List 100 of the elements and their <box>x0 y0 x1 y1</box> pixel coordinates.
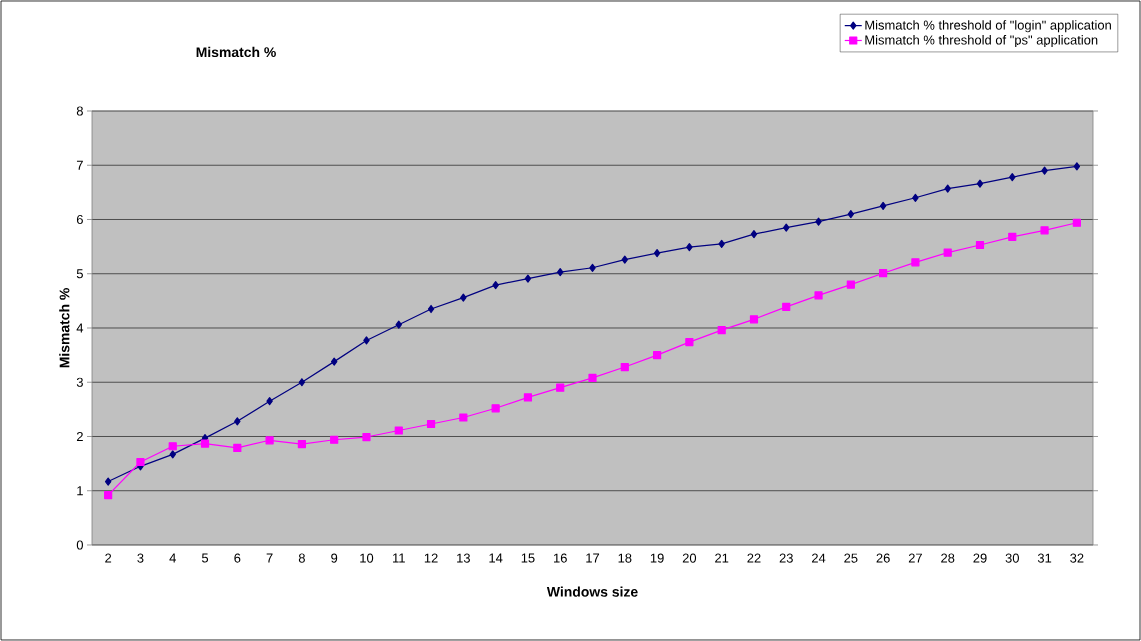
x-tick-label: 23 <box>779 553 793 563</box>
point <box>1008 232 1017 241</box>
legend-label: Mismatch % threshold of "login" application <box>865 20 1111 33</box>
point <box>911 258 920 267</box>
point <box>1072 218 1081 227</box>
chart-title: Mismatch % <box>196 46 276 58</box>
x-axis-title: Windows size <box>546 586 638 597</box>
x-tick-label: 16 <box>554 553 567 563</box>
point <box>912 193 919 202</box>
point <box>749 315 759 324</box>
point <box>652 351 662 360</box>
x-tick-label: 31 <box>1037 553 1052 563</box>
point <box>492 281 499 290</box>
x-tick-label: 24 <box>811 553 826 563</box>
point <box>233 443 242 452</box>
point <box>621 255 629 264</box>
point <box>523 393 533 402</box>
point <box>234 417 241 426</box>
point <box>879 201 887 211</box>
x-tick-label: 27 <box>908 553 922 563</box>
point <box>782 302 791 311</box>
x-tick-label: 4 <box>169 553 176 563</box>
x-tick-label: 29 <box>973 553 987 563</box>
x-tick-label: 9 <box>331 553 338 563</box>
x-tick-label: 12 <box>424 553 438 563</box>
point <box>1040 226 1049 235</box>
point <box>717 326 726 335</box>
point <box>653 249 661 258</box>
x-tick-label: 15 <box>521 553 535 563</box>
point <box>846 280 855 289</box>
point <box>427 304 435 314</box>
point <box>200 439 210 448</box>
point <box>104 477 112 486</box>
point <box>266 397 273 406</box>
point <box>783 223 790 232</box>
x-tick-label: 8 <box>298 553 305 563</box>
x-tick-label: 3 <box>137 553 144 563</box>
point <box>491 404 500 413</box>
point <box>686 243 693 252</box>
point <box>363 336 370 345</box>
x-tick-label: 11 <box>393 553 405 563</box>
point <box>362 432 371 442</box>
point <box>556 383 565 392</box>
point <box>620 362 629 372</box>
point <box>297 439 306 449</box>
point <box>1041 166 1048 175</box>
point <box>589 263 596 272</box>
x-tick-label: 19 <box>650 553 664 563</box>
point <box>524 274 532 283</box>
point <box>265 436 274 445</box>
x-tick-label: 14 <box>489 553 503 563</box>
point <box>459 413 468 422</box>
point <box>847 209 855 219</box>
point <box>556 268 564 277</box>
x-tick-label: 25 <box>844 553 858 563</box>
point <box>815 217 822 226</box>
point <box>136 457 145 467</box>
y-tick-label: 2 <box>76 431 83 442</box>
point <box>169 450 176 459</box>
x-tick-label: 10 <box>360 553 374 563</box>
legend-label: Mismatch % threshold of "ps" application <box>865 35 1098 48</box>
point <box>104 490 113 500</box>
point <box>1009 173 1016 182</box>
point <box>975 240 985 250</box>
point <box>750 230 758 239</box>
x-tick-label: 5 <box>201 553 209 563</box>
x-tick-label: 2 <box>105 553 112 563</box>
y-tick-label: 0 <box>76 540 83 550</box>
x-tick-label: 21 <box>715 553 729 563</box>
y-tick-label: 5 <box>76 269 83 279</box>
point <box>879 269 888 278</box>
point <box>460 293 467 302</box>
point <box>718 239 725 248</box>
point <box>395 320 402 329</box>
x-tick-label: 20 <box>682 553 697 563</box>
x-tick-label: 26 <box>876 553 890 563</box>
point <box>1073 162 1081 171</box>
x-tick-label: 32 <box>1070 553 1084 563</box>
y-tick-label: 6 <box>76 214 83 225</box>
y-tick-label: 4 <box>76 323 84 333</box>
point <box>814 291 823 300</box>
point <box>944 184 951 193</box>
x-tick-label: 18 <box>618 553 632 563</box>
y-axis-title: Mismatch % <box>59 288 70 368</box>
y-tick-label: 7 <box>76 160 83 170</box>
point <box>976 179 984 188</box>
point <box>394 426 403 435</box>
point <box>588 373 597 382</box>
x-tick-label: 17 <box>586 553 600 563</box>
point <box>330 357 338 366</box>
x-tick-label: 30 <box>1005 553 1019 563</box>
y-tick-label: 3 <box>76 377 83 387</box>
x-tick-label: 6 <box>234 553 241 563</box>
point <box>168 442 177 451</box>
point <box>685 337 694 347</box>
point <box>298 378 306 387</box>
x-tick-label: 22 <box>747 553 761 563</box>
point <box>426 419 436 429</box>
x-tick-label: 28 <box>941 553 955 563</box>
y-tick-label: 1 <box>77 486 83 496</box>
